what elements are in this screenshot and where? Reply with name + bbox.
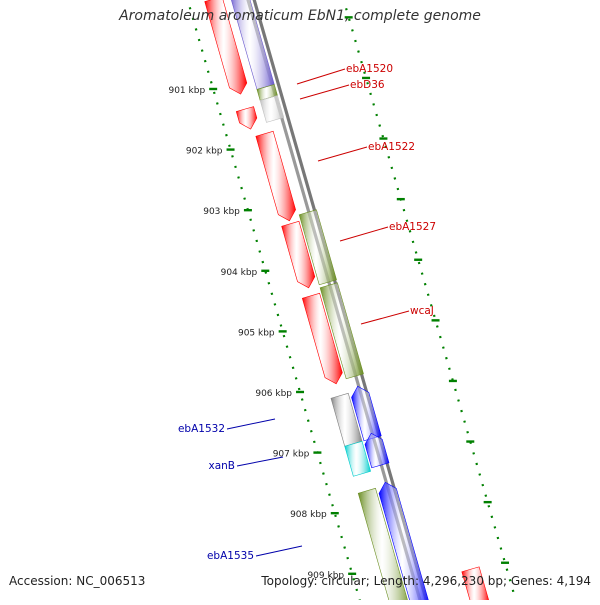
left-dotted-ring xyxy=(186,0,363,605)
gene-block-red xyxy=(281,220,316,289)
gene-block-red xyxy=(255,130,296,222)
kbp-label: 908 kbp xyxy=(290,510,327,520)
gene-label-ebA1532: ebA1532 xyxy=(178,423,225,435)
kbp-label: 907 kbp xyxy=(273,450,310,460)
gene-block-blue xyxy=(378,481,431,605)
kbp-label: 902 kbp xyxy=(186,147,223,157)
map-title: Aromatoleum aromaticum EbN1, complete ge… xyxy=(119,8,481,24)
gene-block-blue xyxy=(364,432,390,469)
gene-callout-line xyxy=(360,310,410,325)
gene-callout-line xyxy=(317,146,368,162)
accession-label: Accession: NC_006513 xyxy=(9,574,146,588)
gene-block-olive xyxy=(298,209,337,286)
gene-label-ebA1535: ebA1535 xyxy=(207,550,254,562)
gene-block-red xyxy=(235,106,258,130)
gene-callout-line xyxy=(339,226,389,242)
gene-block-olive xyxy=(319,282,364,380)
gene-label-wcaJ: wcaJ xyxy=(410,305,434,317)
gene-label-xanB: xanB xyxy=(208,460,235,472)
kbp-label: 906 kbp xyxy=(255,389,292,399)
gene-label-ebD36: ebD36 xyxy=(350,79,385,91)
kbp-label: 903 kbp xyxy=(203,207,240,217)
gene-block-olive xyxy=(357,487,410,605)
gene-callout-line xyxy=(236,456,284,467)
right-dotted-ring xyxy=(342,0,516,595)
kbp-label: 909 kbp xyxy=(307,571,344,581)
gene-block-lightgray xyxy=(259,95,285,123)
gene-label-ebA1522: ebA1522 xyxy=(368,141,415,153)
gene-block-cyan xyxy=(344,440,371,477)
gene-callout-line xyxy=(226,418,276,430)
genome-summary-label: Topology: circular; Length: 4,296,230 bp… xyxy=(261,574,591,588)
gene-block-red xyxy=(301,292,343,385)
gene-callout-line xyxy=(296,68,346,85)
kbp-label: 901 kbp xyxy=(168,86,205,96)
kbp-label: 905 kbp xyxy=(238,328,275,338)
gene-callout-line xyxy=(299,84,350,100)
gene-label-ebA1520: ebA1520 xyxy=(346,63,393,75)
gene-label-ebA1527: ebA1527 xyxy=(389,221,436,233)
kbp-label: 904 kbp xyxy=(221,268,258,278)
gene-callout-line xyxy=(255,545,303,557)
gene-block-red xyxy=(204,0,248,95)
